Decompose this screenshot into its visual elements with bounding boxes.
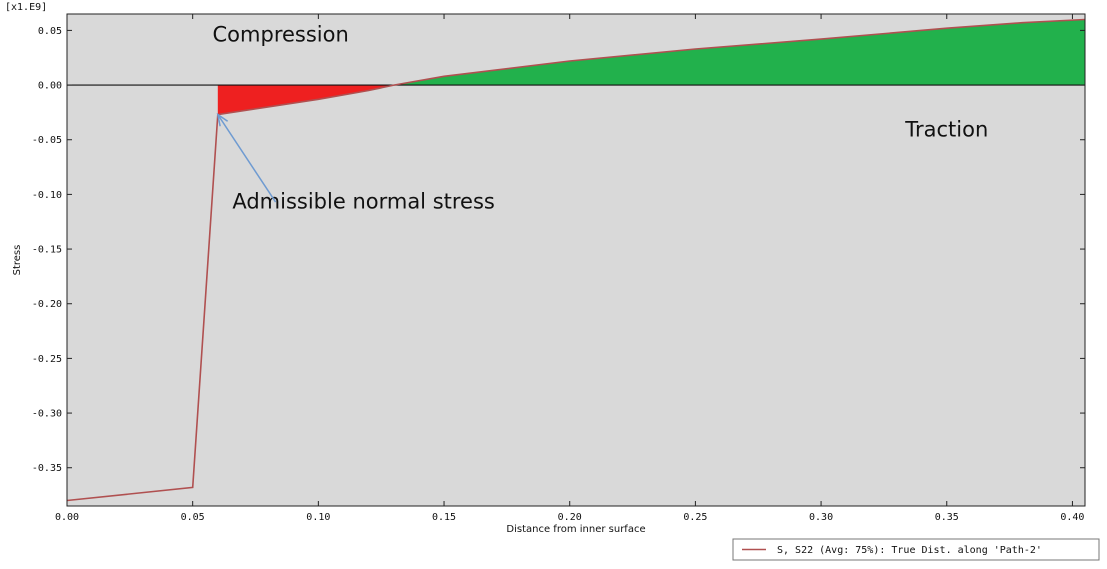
y-tick-label: 0.05 bbox=[38, 26, 62, 37]
y-axis-ticks: 0.05 0.00 -0.05 -0.10 -0.15 -0.20 -0.25 -0.30 -0… bbox=[32, 26, 1085, 474]
y-tick-label: -0.15 bbox=[32, 245, 62, 256]
x-axis-title: Distance from inner surface bbox=[506, 524, 645, 535]
y-tick-label: -0.30 bbox=[32, 409, 62, 420]
x-axis-ticks: 0.00 0.05 0.10 0.15 0.20 0.25 0.30 0.35 0.40 bbox=[55, 14, 1084, 523]
x-tick-label: 0.20 bbox=[558, 512, 582, 523]
x-tick-label: 0.40 bbox=[1060, 512, 1084, 523]
legend-box bbox=[732, 538, 1100, 561]
legend: S, S22 (Avg: 75%): True Dist. along 'Pat… bbox=[732, 538, 1100, 561]
y-tick-label: -0.05 bbox=[32, 135, 62, 146]
legend-entry: S, S22 (Avg: 75%): True Dist. along 'Pat… bbox=[777, 545, 1042, 556]
x-tick-label: 0.05 bbox=[181, 512, 205, 523]
y-axis-multiplier: [x1.E9] bbox=[5, 2, 47, 13]
y-tick-label: -0.20 bbox=[32, 299, 62, 310]
annotation-2: Admissible normal stress bbox=[232, 190, 495, 214]
x-tick-label: 0.00 bbox=[55, 512, 79, 523]
x-tick-label: 0.30 bbox=[809, 512, 833, 523]
x-tick-label: 0.25 bbox=[683, 512, 707, 523]
y-tick-label: -0.10 bbox=[32, 190, 62, 201]
annotation-0: Compression bbox=[213, 22, 349, 46]
fill-region-1 bbox=[393, 19, 1085, 86]
y-tick-label: -0.25 bbox=[32, 354, 62, 365]
x-tick-label: 0.10 bbox=[306, 512, 330, 523]
annotation-arrow bbox=[216, 112, 277, 203]
x-tick-label: 0.15 bbox=[432, 512, 456, 523]
plot-frame bbox=[66, 13, 1086, 507]
arrow-shaft bbox=[217, 114, 277, 203]
arrow-head bbox=[216, 112, 229, 127]
y-tick-label: 0.00 bbox=[38, 81, 62, 92]
series-lines bbox=[66, 18, 1086, 502]
y-axis-title: Stress bbox=[12, 245, 23, 276]
y-tick-label: -0.35 bbox=[32, 463, 62, 474]
series-line-s22 bbox=[66, 18, 1086, 502]
annotation-1: Traction bbox=[904, 117, 988, 141]
x-tick-label: 0.35 bbox=[935, 512, 959, 523]
